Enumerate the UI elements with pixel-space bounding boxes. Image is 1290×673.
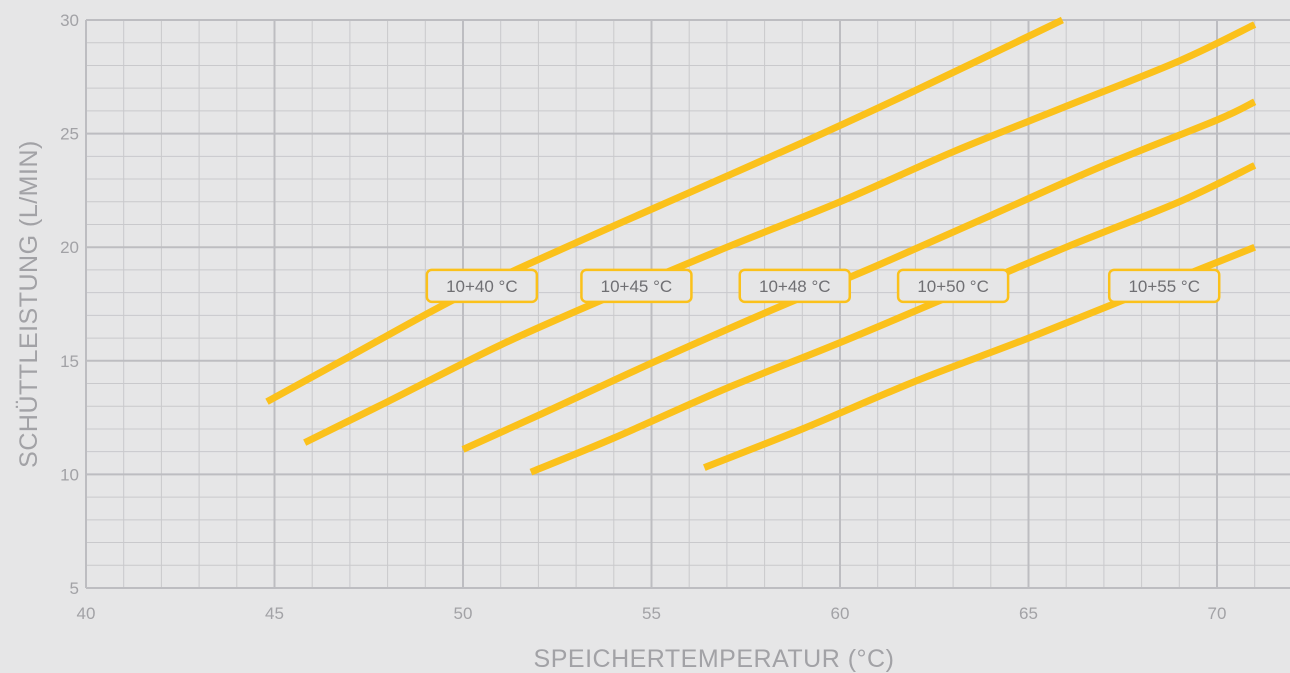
x-tick-label: 45 bbox=[265, 604, 284, 623]
x-tick-label: 40 bbox=[77, 604, 96, 623]
series-line-4 bbox=[529, 162, 1257, 476]
x-tick-label: 70 bbox=[1208, 604, 1227, 623]
series-labels: 10+40 °C 10+45 °C 10+48 °C 10+50 °C 10+55 °C bbox=[425, 268, 1221, 304]
series-line-3 bbox=[461, 98, 1257, 453]
y-tick-label: 15 bbox=[60, 352, 79, 371]
y-tick-label: 5 bbox=[70, 579, 79, 598]
x-tick-label: 65 bbox=[1019, 604, 1038, 623]
series-label-5: 10+55 °C bbox=[1107, 268, 1221, 304]
series-label-text: 10+45 °C bbox=[601, 277, 673, 296]
y-tick-label: 30 bbox=[60, 11, 79, 30]
series-label-3: 10+48 °C bbox=[738, 268, 852, 304]
y-tick-label: 20 bbox=[60, 238, 79, 257]
y-tick-label: 25 bbox=[60, 125, 79, 144]
series-label-1: 10+40 °C bbox=[425, 268, 539, 304]
series-lines bbox=[265, 16, 1257, 476]
series-label-text: 10+40 °C bbox=[446, 277, 518, 296]
series-label-text: 10+48 °C bbox=[759, 277, 831, 296]
series-label-box bbox=[425, 268, 539, 304]
x-tick-label: 60 bbox=[831, 604, 850, 623]
series-line-1 bbox=[265, 16, 1064, 405]
y-tick-label: 10 bbox=[60, 465, 79, 484]
x-axis-title: SPEICHERTEMPERATUR (°C) bbox=[534, 645, 895, 673]
series-line-2 bbox=[303, 21, 1257, 446]
series-label-box bbox=[896, 268, 1010, 304]
y-axis-ticks: 5 10 15 20 25 30 bbox=[60, 11, 79, 598]
series-label-box bbox=[580, 268, 693, 304]
series-label-4: 10+50 °C bbox=[896, 268, 1010, 304]
major-grid bbox=[85, 19, 1290, 589]
x-tick-label: 50 bbox=[454, 604, 473, 623]
series-label-text: 10+55 °C bbox=[1128, 277, 1200, 296]
series-label-box bbox=[1107, 268, 1221, 304]
series-label-2: 10+45 °C bbox=[580, 268, 693, 304]
y-axis-title: SCHÜTTLEISTUNG (L/MIN) bbox=[15, 140, 43, 468]
series-label-text: 10+50 °C bbox=[917, 277, 989, 296]
series-label-box bbox=[738, 268, 852, 304]
x-tick-label: 55 bbox=[642, 604, 661, 623]
x-axis-ticks: 40 45 50 55 60 65 70 bbox=[77, 604, 1227, 623]
